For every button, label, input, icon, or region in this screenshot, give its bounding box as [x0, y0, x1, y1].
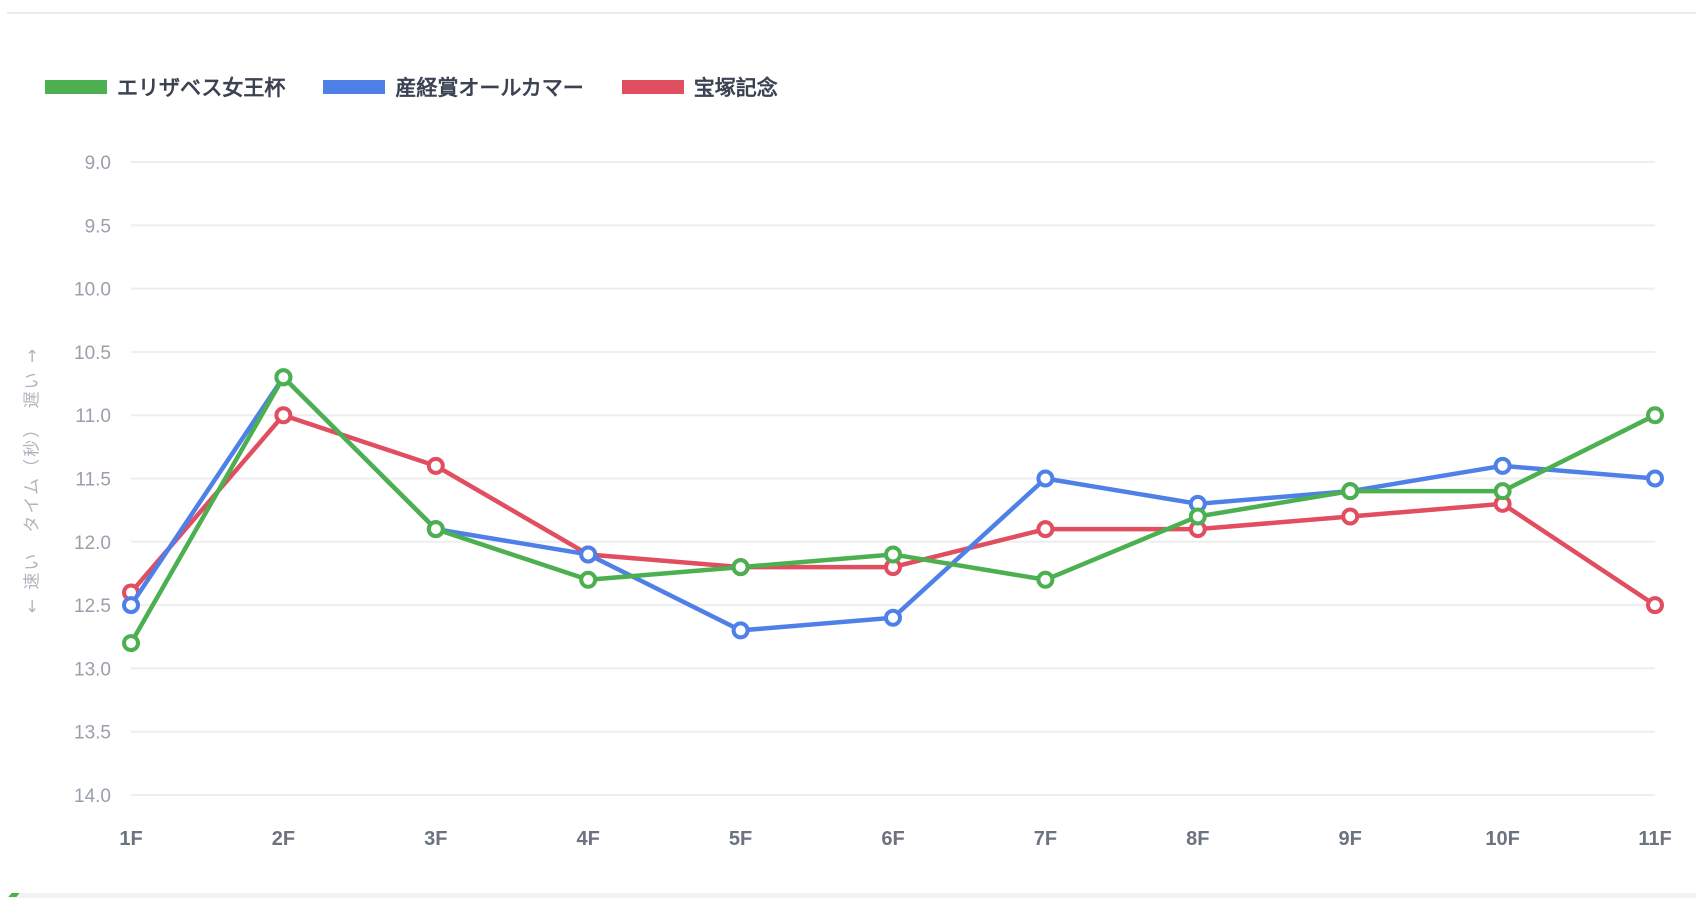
data-point[interactable] — [1646, 596, 1664, 615]
legend-label: エリザベス女王杯 — [117, 76, 286, 100]
data-point[interactable] — [1188, 507, 1207, 526]
y-tick-label: 12.5 — [74, 596, 111, 617]
y-tick-label: 12.0 — [74, 533, 111, 554]
legend-label: 産経賞オールカマー — [395, 76, 584, 100]
data-point[interactable] — [1646, 406, 1664, 425]
x-tick-label: 3F — [424, 828, 447, 850]
series-line[interactable] — [122, 406, 1664, 615]
y-tick-label: 11.5 — [75, 470, 111, 491]
x-tick-label: 9F — [1339, 828, 1362, 850]
data-point[interactable] — [426, 520, 445, 539]
x-tick-label: 10F — [1485, 828, 1519, 850]
x-tick-label: 7F — [1034, 828, 1057, 850]
legend-item-allcomers[interactable]: 産経賞オールカマー — [323, 72, 584, 102]
bottom-panel-edge — [10, 893, 1696, 898]
data-point[interactable] — [1036, 570, 1055, 589]
legend-swatch — [323, 80, 386, 94]
x-tick-label: 11F — [1638, 828, 1671, 850]
data-point[interactable] — [884, 608, 902, 627]
data-point[interactable] — [731, 621, 750, 640]
y-tick-label: 9.5 — [85, 216, 111, 237]
data-point[interactable] — [122, 596, 140, 615]
x-tick-label: 4F — [577, 828, 600, 850]
data-point[interactable] — [884, 545, 902, 564]
series-lines — [122, 368, 1664, 653]
x-tick-label: 2F — [272, 828, 295, 850]
data-point[interactable] — [426, 456, 445, 475]
y-tick-label: 10.5 — [74, 343, 111, 364]
data-point[interactable] — [1341, 507, 1360, 526]
data-point[interactable] — [1341, 482, 1360, 501]
data-point[interactable] — [579, 545, 598, 564]
data-point[interactable] — [731, 558, 750, 577]
y-tick-label: 14.0 — [74, 786, 111, 807]
x-tick-label: 8F — [1186, 828, 1209, 850]
x-tick-label: 5F — [729, 828, 752, 850]
data-point[interactable] — [1646, 469, 1664, 488]
series-line[interactable] — [122, 368, 1664, 640]
legend-item-elizabeth[interactable]: エリザベス女王杯 — [45, 72, 285, 102]
data-point[interactable] — [579, 570, 598, 589]
data-point[interactable] — [1493, 456, 1512, 475]
y-tick-label: 9.0 — [85, 153, 111, 174]
data-point[interactable] — [1036, 520, 1055, 539]
chart-legend: エリザベス女王杯 産経賞オールカマー 宝塚記念 — [45, 72, 816, 102]
series-line[interactable] — [122, 368, 1664, 653]
data-point[interactable] — [122, 634, 140, 653]
y-tick-label: 10.0 — [74, 280, 111, 301]
y-axis-ticks: 9.0 9.5 10.0 10.5 11.0 11.5 12.0 12.5 13.0 13.5 14… — [74, 153, 111, 807]
legend-item-takarazuka[interactable]: 宝塚記念 — [621, 72, 778, 102]
x-tick-label: 1F — [119, 828, 142, 850]
data-point[interactable] — [274, 368, 293, 387]
legend-swatch — [621, 80, 684, 94]
data-point[interactable] — [1036, 469, 1055, 488]
y-tick-label: 13.5 — [74, 723, 111, 744]
y-tick-label: 13.0 — [74, 659, 111, 680]
x-tick-label: 6F — [881, 828, 904, 850]
data-point[interactable] — [1493, 482, 1512, 501]
top-divider — [7, 12, 1696, 14]
x-axis-ticks: 1F 2F 3F 4F 5F 6F 7F 8F 9F 10F 11F — [119, 828, 1671, 850]
y-tick-label: 11.0 — [75, 406, 111, 427]
grid-lines — [131, 161, 1655, 796]
data-point[interactable] — [274, 406, 293, 425]
legend-swatch — [45, 80, 107, 94]
legend-label: 宝塚記念 — [693, 76, 778, 100]
